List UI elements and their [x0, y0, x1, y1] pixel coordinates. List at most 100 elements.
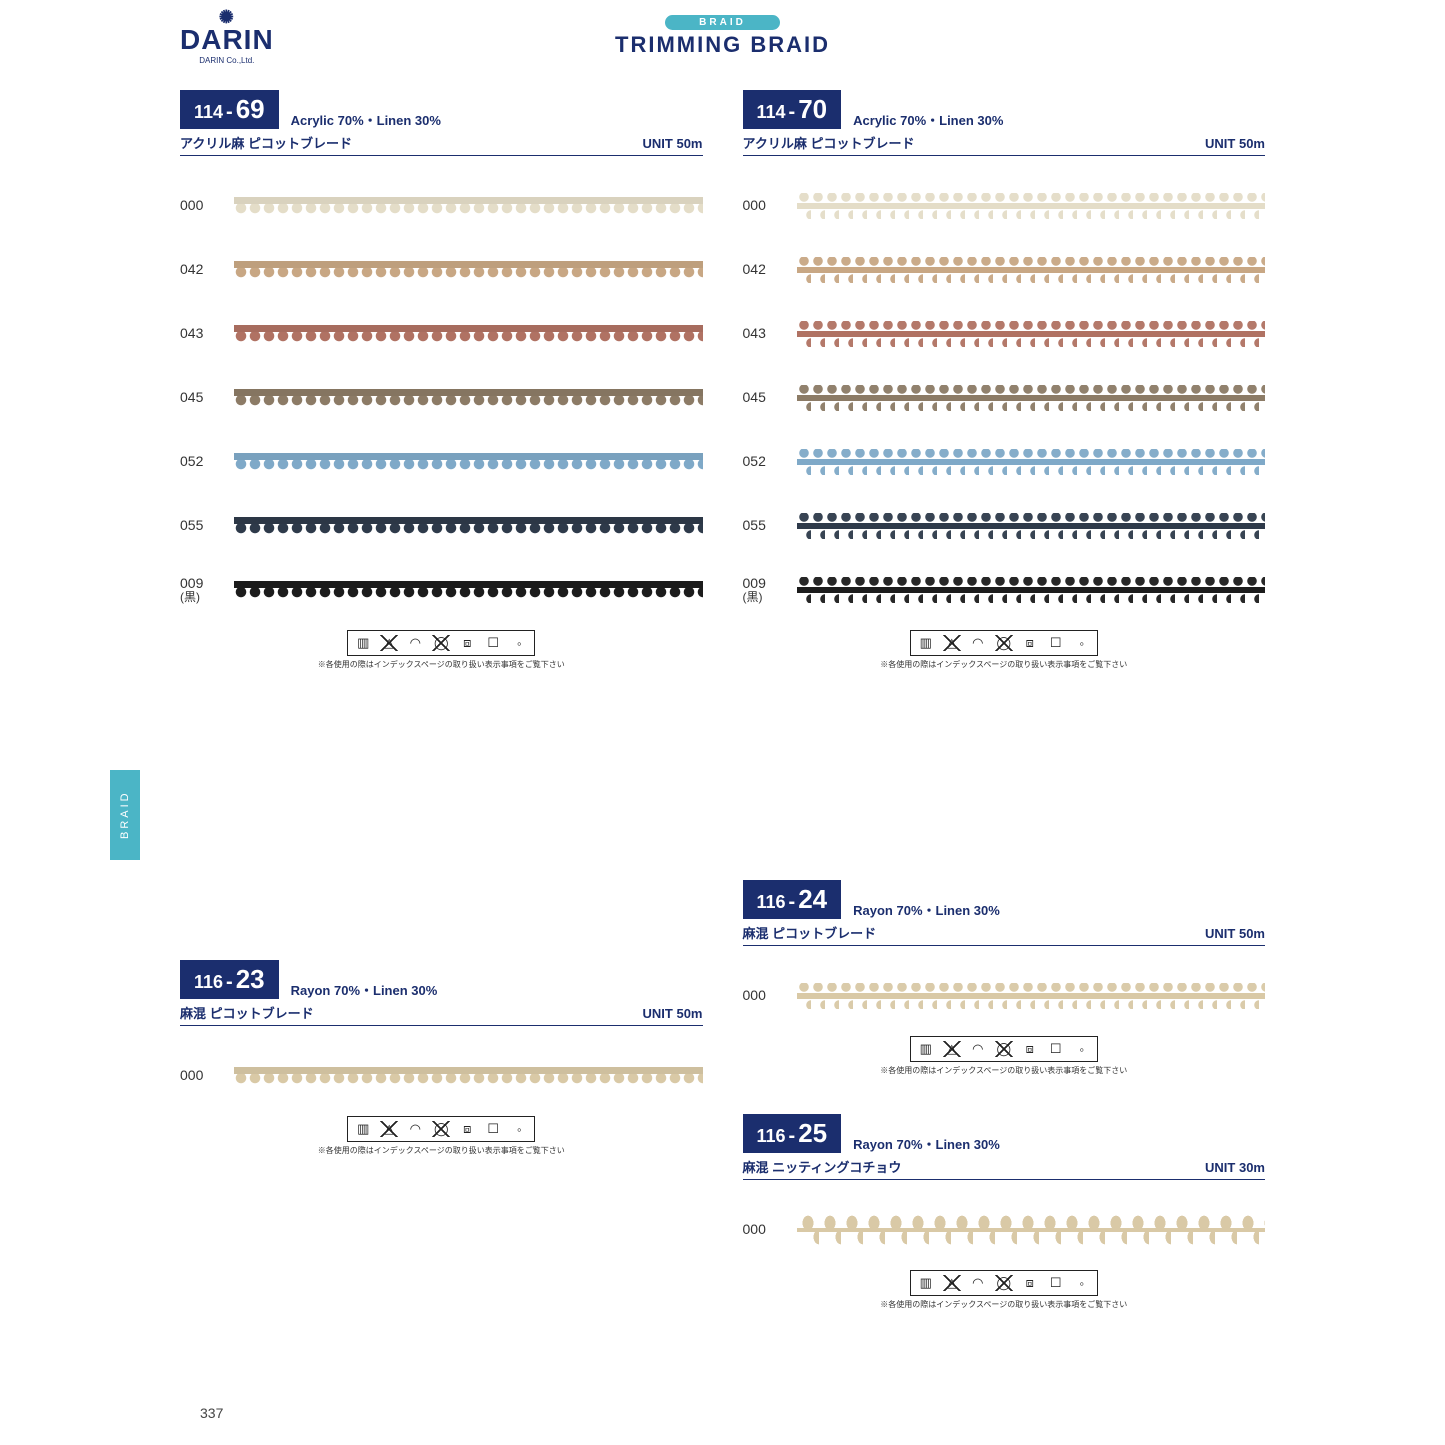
- product-header-p2: 114-70 Acrylic 70%・Linen 30% アクリル麻 ピコットブ…: [743, 90, 1266, 156]
- code-row: 114-70 Acrylic 70%・Linen 30%: [743, 90, 1266, 129]
- care-icons-box: ▥△◠◯⧈☐◦: [347, 630, 535, 656]
- bleach-icon: △: [378, 633, 400, 653]
- product-jp-name: アクリル麻 ピコットブレード: [743, 133, 915, 152]
- swatch-code: 045: [743, 390, 797, 405]
- wash-icon: ▥: [352, 633, 374, 653]
- braid-sample: [797, 193, 1266, 219]
- braid-sample: [234, 515, 703, 537]
- braid-sample: [797, 577, 1266, 603]
- product-code-badge: 116-23: [180, 960, 279, 999]
- product-unit: UNIT 50m: [643, 1006, 703, 1021]
- column-left: 114-69 Acrylic 70%・Linen 30% アクリル麻 ピコットブ…: [180, 80, 703, 670]
- lower-column-right: 116-24 Rayon 70%・Linen 30% 麻混 ピコットブレード U…: [743, 870, 1266, 1310]
- dryclean-icon: ◯: [993, 1273, 1015, 1293]
- code-suffix: 69: [236, 94, 265, 125]
- bleach-icon: △: [941, 1039, 963, 1059]
- care-note: 各使用の際はインデックスページの取り扱い表示事項をご覧下さい: [743, 1299, 1266, 1310]
- product-jp-name: 麻混 ニッティングコチョウ: [743, 1157, 902, 1176]
- page-number: 337: [200, 1405, 223, 1421]
- code-row: 114-69 Acrylic 70%・Linen 30%: [180, 90, 703, 129]
- dry-icon: ☐: [482, 633, 504, 653]
- code-main: 114: [194, 102, 223, 123]
- wash-icon: ▥: [915, 633, 937, 653]
- iron-icon: ◠: [967, 1039, 989, 1059]
- composition: Acrylic 70%・Linen 30%: [853, 110, 1003, 129]
- product-jp-name: 麻混 ピコットブレード: [743, 923, 877, 942]
- code-main: 116: [194, 972, 223, 993]
- dry-icon: ☐: [1045, 1273, 1067, 1293]
- care-note: 各使用の際はインデックスページの取り扱い表示事項をご覧下さい: [743, 1065, 1266, 1076]
- swatch-code: 052: [743, 454, 797, 469]
- care-note: 各使用の際はインデックスページの取り扱い表示事項をご覧下さい: [180, 659, 703, 670]
- care-note: 各使用の際はインデックスページの取り扱い表示事項をご覧下さい: [180, 1145, 703, 1156]
- catalog-page: ✺ DARIN DARIN Co.,Ltd. BRAID TRIMMING BR…: [110, 0, 1335, 1445]
- braid-sample: [234, 195, 703, 217]
- product-code-badge: 116-25: [743, 1114, 842, 1153]
- care-block: ▥△◠◯⧈☐◦ 各使用の際はインデックスページの取り扱い表示事項をご覧下さい: [180, 1116, 703, 1156]
- swatch-row: 042: [180, 238, 703, 302]
- wash-icon: ▥: [915, 1273, 937, 1293]
- swatch-row: 000: [180, 1044, 703, 1108]
- wash-icon: ▥: [352, 1119, 374, 1139]
- braid-sample: [797, 257, 1266, 283]
- care-icons-box: ▥△◠◯⧈☐◦: [910, 1036, 1098, 1062]
- bleach-icon: △: [941, 633, 963, 653]
- swatch-code: 000: [180, 198, 234, 213]
- swatch-row: 009(黒): [180, 558, 703, 622]
- iron-icon: ◠: [404, 1119, 426, 1139]
- swatch-row: 043: [743, 302, 1266, 366]
- swatch-code: 000: [743, 988, 797, 1003]
- swatch-row: 042: [743, 238, 1266, 302]
- swatch-row: 055: [743, 494, 1266, 558]
- lower-column-left: 116-23 Rayon 70%・Linen 30% 麻混 ピコットブレード U…: [180, 870, 703, 1310]
- composition: Rayon 70%・Linen 30%: [853, 1134, 1000, 1153]
- swatch-row: 045: [743, 366, 1266, 430]
- code-suffix: 23: [236, 964, 265, 995]
- wring-icon: ⧈: [456, 1119, 478, 1139]
- swatch-row: 000: [743, 1198, 1266, 1262]
- care-circle-icon: ◦: [1071, 1039, 1093, 1059]
- braid-sample: [234, 323, 703, 345]
- product-unit: UNIT 50m: [643, 136, 703, 151]
- care-circle-icon: ◦: [1071, 1273, 1093, 1293]
- care-block: ▥△◠◯⧈☐◦ 各使用の際はインデックスページの取り扱い表示事項をご覧下さい: [180, 630, 703, 670]
- product-code-badge: 114-70: [743, 90, 842, 129]
- product-header-p5: 116-25 Rayon 70%・Linen 30% 麻混 ニッティングコチョウ…: [743, 1114, 1266, 1180]
- product-code-badge: 114-69: [180, 90, 279, 129]
- wring-icon: ⧈: [1019, 1273, 1041, 1293]
- braid-sample: [234, 387, 703, 409]
- swatch-code: 009(黒): [180, 576, 234, 605]
- swatch-row: 052: [180, 430, 703, 494]
- braid-sample: [797, 321, 1266, 347]
- braid-sample: [234, 259, 703, 281]
- dryclean-icon: ◯: [430, 1119, 452, 1139]
- dryclean-icon: ◯: [430, 633, 452, 653]
- code-row: 116-25 Rayon 70%・Linen 30%: [743, 1114, 1266, 1153]
- wash-icon: ▥: [915, 1039, 937, 1059]
- dryclean-icon: ◯: [993, 1039, 1015, 1059]
- upper-columns: 114-69 Acrylic 70%・Linen 30% アクリル麻 ピコットブ…: [180, 80, 1265, 670]
- product-unit: UNIT 50m: [1205, 136, 1265, 151]
- code-suffix: 25: [798, 1118, 827, 1149]
- swatch-row: 000: [180, 174, 703, 238]
- swatch-code: 042: [180, 262, 234, 277]
- swatch-code: 000: [743, 1222, 797, 1237]
- column-right: 114-70 Acrylic 70%・Linen 30% アクリル麻 ピコットブ…: [743, 80, 1266, 670]
- care-block: ▥△◠◯⧈☐◦ 各使用の際はインデックスページの取り扱い表示事項をご覧下さい: [743, 1270, 1266, 1310]
- product-subline: 麻混 ピコットブレード UNIT 50m: [180, 1001, 703, 1026]
- swatch-code: 045: [180, 390, 234, 405]
- care-circle-icon: ◦: [1071, 633, 1093, 653]
- braid-sample: [797, 385, 1266, 411]
- lower-columns: 116-23 Rayon 70%・Linen 30% 麻混 ピコットブレード U…: [180, 870, 1265, 1310]
- dry-icon: ☐: [1045, 633, 1067, 653]
- wring-icon: ⧈: [1019, 633, 1041, 653]
- swatch-code: 043: [180, 326, 234, 341]
- product-jp-name: アクリル麻 ピコットブレード: [180, 133, 352, 152]
- side-tab: BRAID: [110, 770, 140, 860]
- wring-icon: ⧈: [1019, 1039, 1041, 1059]
- page-header: BRAID TRIMMING BRAID: [110, 12, 1335, 58]
- bleach-icon: △: [378, 1119, 400, 1139]
- care-icons-box: ▥△◠◯⧈☐◦: [347, 1116, 535, 1142]
- dryclean-icon: ◯: [993, 633, 1015, 653]
- care-block: ▥△◠◯⧈☐◦ 各使用の際はインデックスページの取り扱い表示事項をご覧下さい: [743, 630, 1266, 670]
